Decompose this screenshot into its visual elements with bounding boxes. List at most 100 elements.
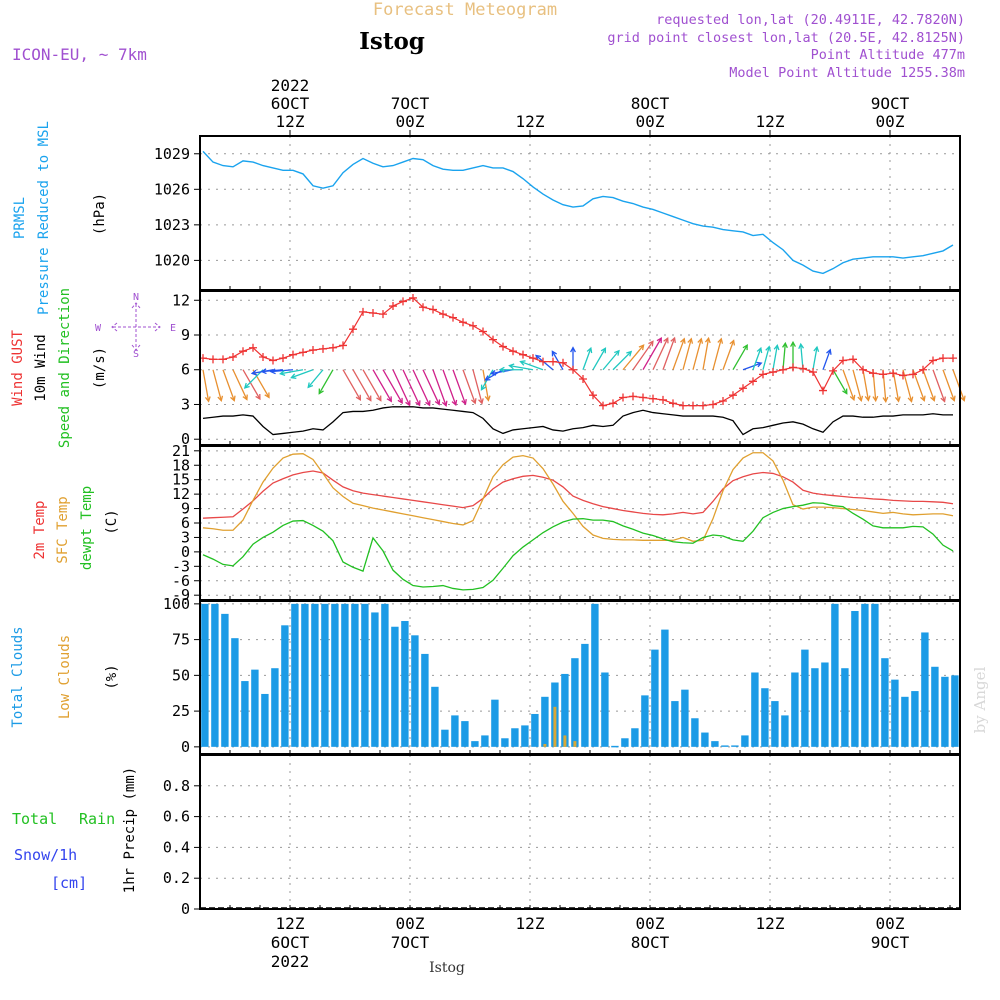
gust-marker [519,350,527,359]
gust-marker [709,400,717,409]
wind-arrow [244,369,264,389]
wind-arrow-head [269,368,276,375]
y-tick-label: 21 [172,442,190,460]
top-time-label: 6OCT [271,94,310,113]
total-cloud-bar [291,603,299,747]
y-tick-label: 0 [181,738,190,756]
compass-s: S [133,349,139,360]
top-time-label: 7OCT [391,94,430,113]
wind-arrow-head [478,398,484,405]
total-cloud-bar [331,603,339,747]
top-time-label: 12Z [516,112,545,131]
gust-marker [739,384,747,393]
total-cloud-bar [651,649,659,747]
wind-arrow-head [405,400,411,407]
pressure-label-msl: Pressure Reduced to MSL [36,121,52,315]
pressure-line [202,150,954,275]
total-cloud-bar [901,696,909,747]
low-cloud-bar [563,735,567,747]
y-tick-label: 9 [181,326,190,344]
wind-arrow-head [586,346,593,354]
total-cloud-bar [711,741,719,747]
wind-arrow [782,343,786,370]
wind-arrow [509,364,534,371]
wind-arrow-head [882,396,889,403]
wind-arrow-head [756,346,763,354]
total-cloud-bar [461,721,469,747]
y-tick-label: 0 [181,430,190,448]
compass-n: N [133,292,139,303]
wind-10m-label: 10m Wind [33,334,49,401]
bottom-time-label: 00Z [876,914,905,933]
precipitation-panel: 0 0.2 0.4 0.6 0.8 [163,754,961,918]
wind-unit: (m/s) [92,347,108,389]
total-cloud-bar [501,738,509,747]
y-tick-label: -9 [172,586,190,604]
wind-arrow [672,338,685,370]
wind-dir-label: Speed and Direction [57,288,73,448]
wind-arrow-head [697,337,704,344]
wind-arrow-head [318,388,324,395]
gust-marker [779,365,787,374]
gust-marker [369,309,377,317]
wind-frame [199,290,961,446]
chart-title: Forecast Meteogram [373,0,557,20]
wind-arrow-head [790,340,796,347]
wind-arrow [432,369,447,406]
compass-rose-icon: N S W E [95,292,176,360]
total-cloud-bar [311,603,319,747]
top-time-label: 00Z [876,112,905,131]
precip-panel-labels: Total Rain Snow/1h [cm] 1hr Precip (mm) [12,767,138,893]
y-tick-label: 0.2 [163,869,190,887]
total-cloud-bar [671,701,679,747]
total-cloud-bar [271,668,279,747]
temp-unit: (C) [104,509,120,534]
total-cloud-bar [371,612,379,747]
total-cloud-bar [631,728,639,747]
wind-arrow-head [773,343,780,351]
gust-marker [229,353,237,361]
gust-marker [539,357,547,366]
total-cloud-bar [401,621,409,747]
bottom-time-label: 00Z [636,914,665,933]
y-tick-label: 0 [181,543,190,561]
gust-marker [219,355,227,364]
wind-arrow [520,360,544,371]
low-cloud-bar [553,706,557,747]
y-tick-label: 6 [181,514,190,532]
wind-arrow [422,369,440,405]
wind-arrow-head [717,337,724,344]
gust-marker [549,357,557,366]
wind-arrow-head [484,375,491,381]
gust-marker [669,399,677,408]
total-cloud-bar [541,696,549,747]
pressure-frame [199,135,961,291]
y-tick-label: 12 [172,291,190,309]
wind-arrow [862,369,870,401]
gust-marker [759,370,767,379]
wind-arrow [842,369,855,401]
wind-arrow-head [461,398,467,406]
wind-arrow-head [842,388,848,395]
wind-arrow-head [376,395,382,402]
wind-arrow [752,347,762,370]
y-tick-label: 1023 [154,216,190,234]
top-time-label: 00Z [396,112,425,131]
wind-arrow [535,355,554,371]
wind-arrow-head [826,348,832,355]
total-cloud-bar [761,688,769,747]
total-cloud-bar [221,613,229,747]
wind-arrow [342,369,361,401]
gust-marker [289,350,297,359]
total-cloud-bar [241,681,249,747]
compass-e: E [170,323,176,334]
gust-marker [459,318,467,327]
wind-arrow [622,344,645,371]
total-cloud-bar [511,728,519,747]
gust-marker [919,365,927,374]
temp-dew-label: dewpt Temp [79,486,95,570]
total-cloud-bar [581,643,589,747]
gust-marker [599,401,607,410]
precip-rain-label: Rain [79,810,115,828]
total-cloud-bar [301,603,309,747]
